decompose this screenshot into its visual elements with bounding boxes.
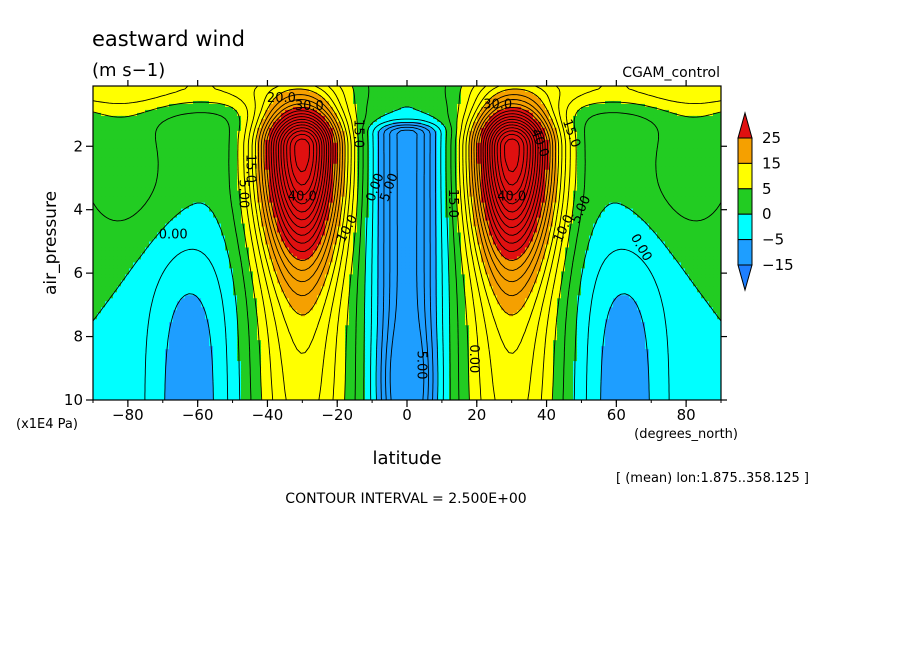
chart-canvas: eastward wind (m s−1) CGAM_control 20.03…: [0, 0, 904, 654]
chart-title: eastward wind: [92, 27, 245, 51]
dataset-label: CGAM_control: [622, 65, 720, 81]
eastward-wind-contour-chart: eastward wind (m s−1) CGAM_control 20.0 3…: [0, 0, 904, 654]
filled-contours: [93, 86, 722, 401]
chart-units: (m s−1): [92, 60, 165, 81]
plot-area: 20.030.040.015.05.000.00 10.015.00.005.00…: [93, 86, 722, 401]
